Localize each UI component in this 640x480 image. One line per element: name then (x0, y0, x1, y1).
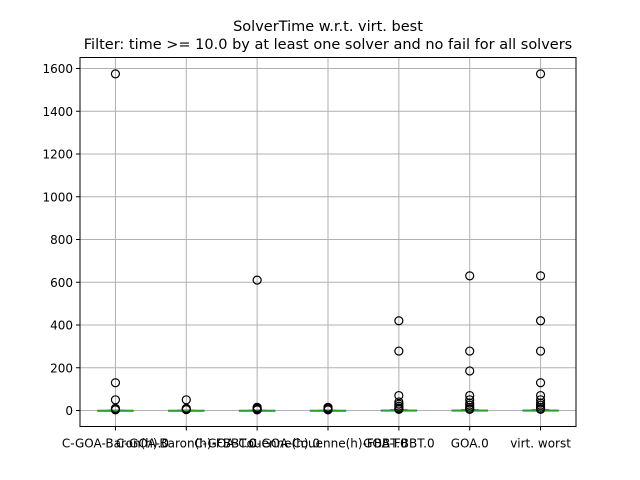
outlier-point (110, 69, 121, 79)
outlier-point (535, 346, 546, 356)
outlier-point (394, 346, 404, 356)
chart-title: SolverTime w.r.t. virt. best (233, 19, 423, 35)
outlier-point (394, 404, 404, 415)
x-tick-label: C-GOA-Baron(h).0 (62, 437, 169, 451)
outlier-point (394, 316, 404, 326)
outlier-point (252, 275, 262, 285)
x-tick-label: C-GOA-Couenne(h)-FBBT.0 (248, 437, 407, 451)
outlier-point (465, 404, 475, 415)
x-tick-label: GOA.0 (451, 437, 489, 451)
y-tick-label: 0 (65, 404, 73, 418)
box-group (238, 275, 276, 415)
outlier-point (535, 378, 546, 388)
outlier-point (252, 405, 262, 415)
box-layer (97, 69, 559, 415)
x-tick-label: GOA-FBBT.0 (363, 437, 435, 451)
y-tick-label: 1200 (42, 148, 73, 162)
y-tick-label: 600 (50, 276, 73, 290)
outlier-point (465, 366, 475, 376)
outlier-point (535, 404, 546, 415)
outlier-point (465, 346, 475, 356)
box-group (309, 402, 347, 415)
outlier-point (535, 316, 546, 326)
x-tick-label: virt. worst (510, 437, 571, 451)
tick-layer: 0 200 400 600 800 1000 1200 1400 1600 C-GOA-Baron… (42, 62, 571, 451)
box-group (97, 69, 134, 415)
outlier-point (535, 69, 546, 79)
y-tick-label: 400 (50, 319, 73, 333)
grid-layer (80, 57, 576, 427)
chart-subtitle: Filter: time >= 10.0 by at least one sol… (84, 37, 572, 53)
outlier-point (465, 271, 475, 281)
y-tick-label: 800 (50, 233, 73, 247)
outlier-point (110, 378, 121, 388)
y-tick-label: 1000 (42, 190, 73, 204)
outlier-point (181, 405, 191, 415)
box-group (168, 395, 205, 415)
box-group (522, 69, 559, 415)
y-tick-label: 1400 (42, 105, 73, 119)
box-group (451, 271, 488, 415)
y-tick-label: 200 (50, 361, 73, 375)
x-tick-label: C-GOA-Couenne(h).0 (194, 437, 320, 451)
outlier-point (535, 271, 546, 281)
x-tick-label: C-GOA-Baron(h)-FBBT.0 (116, 437, 257, 451)
box-group (380, 316, 418, 415)
outlier-point (323, 405, 333, 415)
y-tick-label: 1600 (42, 62, 73, 76)
outlier-point (110, 405, 121, 415)
